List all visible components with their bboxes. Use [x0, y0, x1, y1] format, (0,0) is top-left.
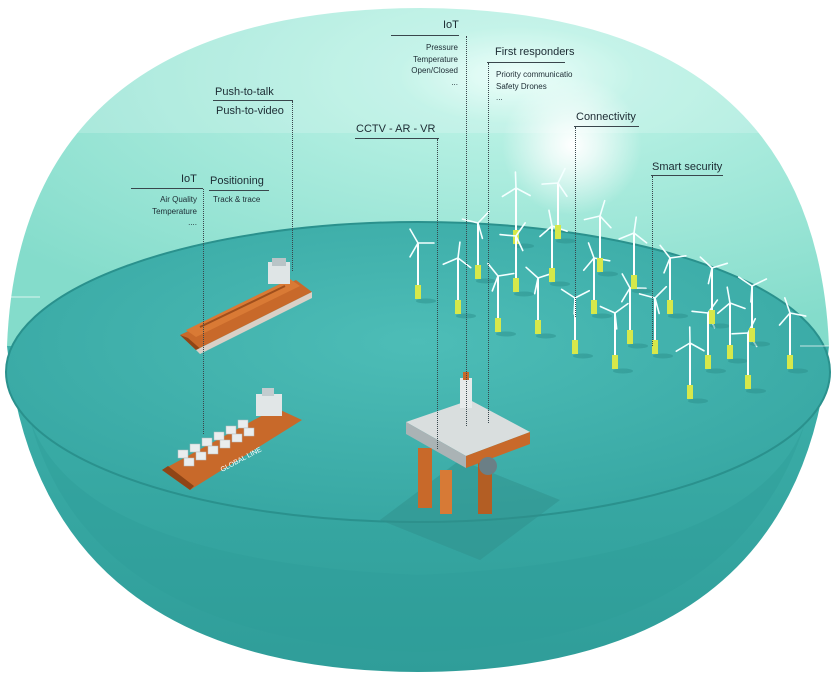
- cctv-leader: [437, 139, 438, 449]
- wind-turbine: [583, 199, 618, 277]
- positioning-title: Positioning: [210, 175, 264, 187]
- wind-turbine: [737, 276, 770, 347]
- iot-top-item: Pressure: [425, 43, 458, 52]
- wind-turbine: [461, 210, 496, 284]
- wind-turbine: [499, 222, 534, 297]
- smart-security-underline: [651, 175, 723, 176]
- iot-top-title: IoT: [443, 19, 459, 31]
- push-to-talk-underline: [213, 100, 293, 101]
- sun-glow: [502, 75, 642, 215]
- iot-left-item: ....: [188, 218, 197, 227]
- wind-turbine-field: [409, 167, 808, 404]
- connectivity-title: Connectivity: [576, 111, 636, 123]
- first-responders-item: Safety Drones: [496, 81, 547, 91]
- oil-platform: [380, 372, 560, 560]
- iot-left-underline: [131, 188, 203, 189]
- cctv-underline: [355, 138, 439, 139]
- wind-turbine: [618, 216, 652, 294]
- iot-left-items: Air Quality Temperature ....: [120, 194, 197, 229]
- connectivity-underline: [574, 126, 639, 127]
- smart-security-leader: [652, 176, 653, 346]
- first-responders-leader: [488, 63, 489, 423]
- wind-turbine: [716, 286, 748, 364]
- wind-turbine: [638, 285, 673, 359]
- iot-top-item: Open/Closed: [411, 66, 458, 75]
- first-responders-item: ...: [496, 93, 503, 102]
- iot-top-items: Pressure Temperature Open/Closed ...: [380, 42, 458, 88]
- positioning-item: Track & trace: [213, 195, 261, 204]
- dome-highlight-band: [0, 0, 831, 133]
- wind-turbine: [675, 326, 708, 404]
- iot-left-item: Air Quality: [160, 195, 197, 204]
- first-responders-title: First responders: [495, 46, 575, 58]
- iot-top-leader: [466, 36, 467, 426]
- first-responders-items: Priority communicatio Safety Drones ...: [496, 69, 572, 104]
- wind-turbine: [699, 256, 730, 329]
- iot-left-item: Temperature: [152, 206, 197, 216]
- wind-turbine: [409, 228, 436, 304]
- iot-top-item: ...: [451, 77, 458, 87]
- wind-turbine: [620, 273, 648, 349]
- first-responders-underline: [487, 62, 565, 63]
- first-responders-item: Priority communicatio: [496, 70, 573, 79]
- push-to-talk-leader: [292, 101, 293, 271]
- wind-turbine: [487, 262, 516, 337]
- iot-left-leader: [203, 189, 204, 434]
- iot-top-underline: [391, 35, 459, 36]
- connectivity-leader: [575, 127, 576, 317]
- iot-left-title: IoT: [181, 173, 197, 185]
- push-to-video-label: Push-to-video: [216, 105, 284, 117]
- smart-security-title: Smart security: [652, 161, 723, 173]
- wind-turbine: [599, 302, 633, 374]
- cctv-title: CCTV - AR - VR: [356, 123, 436, 135]
- iot-top-item: Temperature: [413, 54, 458, 64]
- tanker-ship: [180, 258, 312, 354]
- push-to-talk-title: Push-to-talk: [215, 86, 274, 98]
- wind-turbine: [659, 244, 688, 319]
- positioning-underline: [209, 190, 269, 191]
- wind-turbine: [778, 297, 808, 374]
- wind-turbine: [525, 266, 556, 339]
- wind-turbine: [541, 167, 576, 244]
